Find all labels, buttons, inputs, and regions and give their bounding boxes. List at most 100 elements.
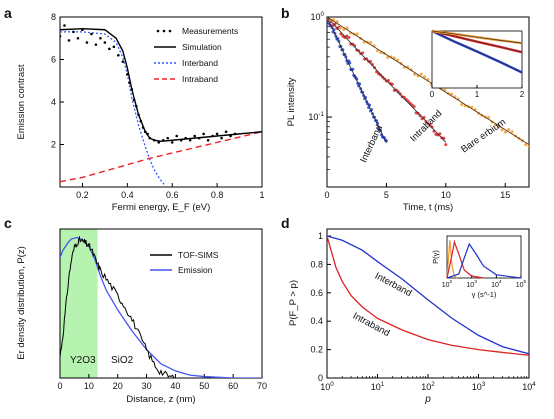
panel-a-measurement-point <box>126 73 129 76</box>
panel-a-ytick-label: 2 <box>51 140 56 150</box>
panel-a-measurement-point <box>135 104 138 108</box>
panel-a-measurement-point <box>152 138 156 142</box>
panel-b-xlabel: Time, t (ms) <box>403 202 453 213</box>
panel-b-inset-fit-line <box>431 30 523 44</box>
panel-letter-c: c <box>4 215 12 231</box>
panel-a-measurement-point <box>157 141 161 144</box>
panel-a-legend-marker <box>156 29 160 33</box>
panel-a-measurement-point <box>112 45 116 49</box>
panel-c-region-sio2: SiO2 <box>111 355 134 366</box>
panel-a-measurement-point <box>128 81 131 85</box>
panel-b-label-interband: Interband <box>358 123 385 164</box>
panel-c-xtick-label: 50 <box>199 381 209 391</box>
panel-a-measurement-point <box>224 130 228 134</box>
panel-b-ytick-label: 10-1 <box>308 111 324 122</box>
panel-a-chart: 0.2 0.4 0.6 0.8 1 2 4 6 8 Fermi energy, E_F (eV)… <box>16 12 265 213</box>
panel-b-point <box>378 73 382 77</box>
panel-b-ticks: 0 5 10 15 10-1 100 <box>308 11 510 200</box>
panel-c-legend-label: TOF-SIMS <box>178 250 219 260</box>
panel-b-point <box>355 32 359 36</box>
panel-d-label-interband: Interband <box>373 271 414 300</box>
panel-b-point <box>396 90 400 94</box>
panel-b-fit-line <box>327 17 447 143</box>
panel-a-measurement-point <box>76 36 80 40</box>
panel-b-point <box>386 55 390 59</box>
panel-d-xlabel: p <box>424 394 431 405</box>
panel-b-point <box>412 105 416 109</box>
panel-c-ticks: 0 10 20 30 40 50 60 70 <box>57 374 267 391</box>
panel-a-legend-label: Measurements <box>182 26 238 36</box>
panel-b-xtick-label: 10 <box>441 190 451 200</box>
panel-a-measurement-point <box>85 41 89 44</box>
panel-a-ytick-label: 8 <box>51 12 56 22</box>
panel-a-measurement-point <box>193 134 196 138</box>
panel-b-fit-line <box>327 17 387 144</box>
panel-letter-b: b <box>281 5 290 21</box>
panel-b-inset-fit-line <box>431 30 523 73</box>
panel-a-measurement-point <box>141 126 145 129</box>
panel-d-inset-series-line <box>446 242 522 279</box>
panel-d-ytick-label: 0 <box>318 373 323 383</box>
panel-b-xtick-label: 15 <box>500 190 510 200</box>
panel-c-ylabel: Er density distribution, P(z) <box>16 246 27 360</box>
panel-d-ytick-label: 0.8 <box>310 259 323 269</box>
panel-d-inset-series-line <box>446 239 484 279</box>
panel-c-legend: TOF-SIMS Emission <box>150 250 219 275</box>
panel-b-xtick-label: 5 <box>384 190 389 200</box>
panel-a-legend-marker <box>162 29 166 33</box>
panel-c-xtick-label: 60 <box>228 381 238 391</box>
panel-d-xtick-label: 102 <box>421 381 435 392</box>
panel-a-measurement-point <box>220 136 223 140</box>
panel-a-measurement-point <box>103 41 107 44</box>
panel-a-ylabel: Emission contrast <box>16 64 27 139</box>
panel-b-point <box>365 57 369 61</box>
panel-a-series-intraband <box>60 131 262 183</box>
panel-a-series-interband <box>60 31 166 187</box>
panel-a-measurement-point <box>211 134 214 138</box>
panel-letter-a: a <box>4 5 12 21</box>
panel-d-ytick-label: 0.2 <box>310 345 323 355</box>
panel-a-legend-label: Intraband <box>182 74 218 84</box>
panel-b-label-intraband: Intraband <box>408 108 444 144</box>
panel-b-inset-series <box>431 29 523 74</box>
panel-b-label-bare-erbium: Bare erbium <box>459 117 508 156</box>
panel-a-measurement-point <box>175 134 179 138</box>
panel-b-point <box>527 144 529 148</box>
panel-a-measurement-point <box>148 136 152 140</box>
panel-a-measurement-point <box>67 39 71 42</box>
panel-a-measurement-point <box>72 30 75 34</box>
panel-b-point <box>413 72 417 76</box>
panel-d-ticks: 100 101 102 103 104 0 0.2 0.4 0.6 0.8 1 <box>310 231 536 392</box>
panel-a-measurement-point <box>146 132 149 136</box>
panel-b-inset-xtick-label: 1 <box>475 90 480 99</box>
panel-d-ytick-label: 0.4 <box>310 316 323 326</box>
panel-b-point <box>347 36 351 40</box>
panel-d-label-intraband: Intraband <box>351 311 392 340</box>
panel-a-measurement-point <box>63 24 66 27</box>
panel-a-series-simulation <box>60 27 262 143</box>
panel-b-ytick-label: 100 <box>310 11 324 22</box>
panel-a-measurement-point <box>206 138 210 142</box>
panel-a-measurement-point <box>139 119 143 123</box>
panel-d-xtick-label: 100 <box>320 381 334 392</box>
panel-a-legend-label: Simulation <box>182 42 222 52</box>
panel-a-ytick-label: 4 <box>51 97 56 107</box>
panel-d-series-intraband <box>327 235 529 356</box>
panel-a-xtick-label: 0.4 <box>121 190 134 200</box>
panel-b-series <box>327 17 529 148</box>
panel-b-point <box>460 103 464 107</box>
panel-b-xtick-label: 0 <box>324 190 329 200</box>
panel-a-measurement-point <box>197 136 201 140</box>
panel-b-inset: 0 1 2 <box>430 29 525 99</box>
panel-a-measurement-point <box>215 132 219 136</box>
panel-a-measurement-point <box>121 60 125 63</box>
panel-a-measurement-point <box>179 138 183 142</box>
panel-c-chart: 0 10 20 30 40 50 60 70 Y2O3 SiO2 Distance, z (n… <box>16 228 267 405</box>
panel-a-measurement-point <box>202 132 205 136</box>
panel-a-measurement-point <box>132 98 136 102</box>
panel-d-chart: 100 101 102 103 104 0 0.2 0.4 0.6 0.8 1 p P(F_P > … <box>288 228 536 405</box>
panel-c-xtick-label: 30 <box>142 381 152 391</box>
panel-b-point <box>382 77 386 81</box>
panel-a-measurement-point <box>188 138 192 142</box>
